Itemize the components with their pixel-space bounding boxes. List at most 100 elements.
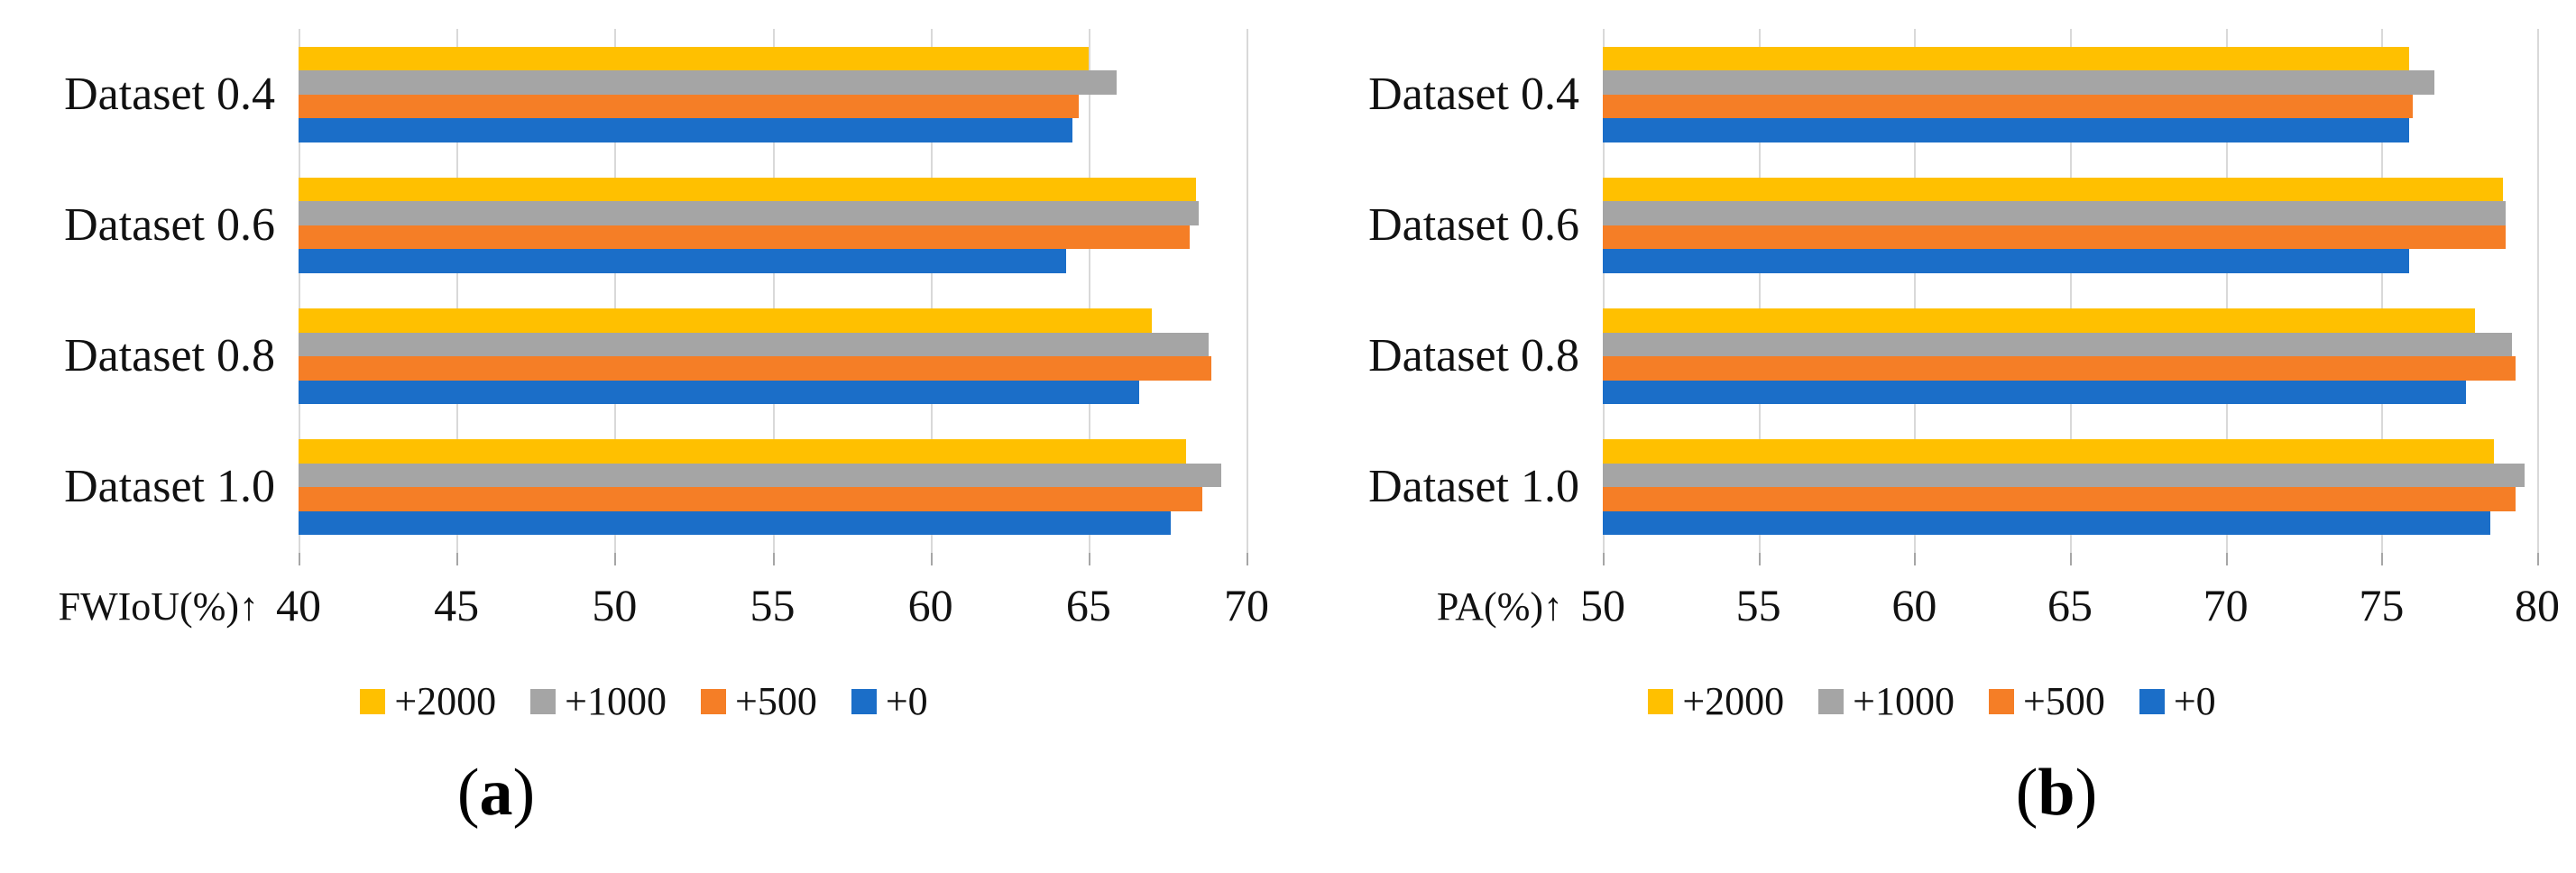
bar-dataset-0-4-500 xyxy=(1603,94,2413,119)
legend-label: +500 xyxy=(735,679,817,723)
x-tick-label-50: 50 xyxy=(1580,580,1625,630)
gridline xyxy=(2381,29,2384,553)
legend-item-0: +0 xyxy=(2139,682,2216,721)
legend-item-0: +0 xyxy=(851,682,928,721)
axis-tick-mark xyxy=(1603,553,1605,565)
legend-swatch-icon xyxy=(2139,689,2165,714)
bar-dataset-0-8-0 xyxy=(299,380,1139,405)
category-label-dataset-0-4: Dataset 0.4 xyxy=(1368,68,1579,120)
bar-dataset-0-6-2000 xyxy=(1603,177,2503,202)
bar-dataset-0-8-2000 xyxy=(299,308,1152,333)
bar-dataset-0-4-500 xyxy=(299,94,1080,119)
legend-swatch-icon xyxy=(851,689,877,714)
gridline xyxy=(456,29,459,553)
category-label-dataset-0-6: Dataset 0.6 xyxy=(1368,198,1579,251)
x-tick-label-70: 70 xyxy=(1224,580,1269,630)
bar-dataset-0-4-0 xyxy=(1603,118,2410,142)
legend-label: +2000 xyxy=(394,679,497,723)
bar-dataset-0-4-1000 xyxy=(1603,70,2435,95)
subfigure-caption-b: (b) xyxy=(2015,756,2098,830)
bar-dataset-1-0-1000 xyxy=(1603,463,2525,488)
axis-tick-mark xyxy=(2381,553,2384,565)
value-axis-title: FWIoU(%)↑ xyxy=(58,584,259,629)
x-tick-label-45: 45 xyxy=(434,580,480,630)
bar-dataset-1-0-2000 xyxy=(299,439,1187,464)
bar-dataset-0-8-0 xyxy=(1603,380,2466,405)
x-tick-label-55: 55 xyxy=(1735,580,1781,630)
bar-dataset-0-6-500 xyxy=(299,225,1190,250)
gridline xyxy=(614,29,617,553)
bar-dataset-0-4-2000 xyxy=(299,46,1089,71)
plot-area xyxy=(1603,29,2539,553)
axis-tick-mark xyxy=(614,553,617,565)
bar-dataset-1-0-0 xyxy=(1603,510,2491,536)
legend-item-500: +500 xyxy=(1989,682,2105,721)
axis-tick-mark xyxy=(1758,553,1761,565)
gridline xyxy=(1914,29,1917,553)
axis-tick-mark xyxy=(2225,553,2228,565)
bar-dataset-0-6-2000 xyxy=(299,177,1196,202)
x-tick-label-40: 40 xyxy=(276,580,321,630)
bar-dataset-0-8-2000 xyxy=(1603,308,2475,333)
legend-label: +0 xyxy=(885,679,928,723)
legend-swatch-icon xyxy=(1648,689,1674,714)
value-axis-line xyxy=(299,29,300,553)
legend: +2000 +1000 +500 +0 xyxy=(1288,682,2576,721)
legend-swatch-icon xyxy=(1989,689,2014,714)
legend-swatch-icon xyxy=(360,689,386,714)
legend-label: +0 xyxy=(2173,679,2216,723)
gridline xyxy=(2537,29,2539,553)
legend-swatch-icon xyxy=(530,689,557,714)
axis-tick-mark xyxy=(299,553,300,565)
legend-label: +1000 xyxy=(1853,679,1955,723)
bar-dataset-0-4-2000 xyxy=(1603,46,2410,71)
category-label-dataset-1-0: Dataset 1.0 xyxy=(64,461,275,513)
axis-tick-mark xyxy=(1914,553,1917,565)
legend-label: +500 xyxy=(2023,679,2105,723)
subfigure-caption-a: (a) xyxy=(456,756,536,830)
gridline xyxy=(1088,29,1090,553)
bar-dataset-0-8-500 xyxy=(1603,356,2516,381)
legend-item-2000: +2000 xyxy=(360,682,496,721)
x-tick-label-65: 65 xyxy=(1065,580,1111,630)
x-tick-label-55: 55 xyxy=(750,580,796,630)
gridline xyxy=(772,29,775,553)
legend-item-1000: +1000 xyxy=(530,682,667,721)
gridline xyxy=(2070,29,2072,553)
bar-dataset-1-0-0 xyxy=(299,510,1171,536)
bar-dataset-0-6-0 xyxy=(1603,249,2410,273)
x-tick-label-60: 60 xyxy=(1891,580,1937,630)
x-tick-label-65: 65 xyxy=(2047,580,2093,630)
legend: +2000 +1000 +500 +0 xyxy=(0,682,1288,721)
x-tick-label-75: 75 xyxy=(2359,580,2405,630)
gridline xyxy=(1758,29,1761,553)
bar-dataset-0-6-1000 xyxy=(299,201,1200,225)
chart-panel-b: 50 55 60 65 70 75 80 Dataset 0.4 Dataset 0.6 Data… xyxy=(1288,0,2576,873)
legend-label: +2000 xyxy=(1682,679,1785,723)
bar-dataset-1-0-500 xyxy=(299,487,1202,511)
gridline xyxy=(1247,29,1248,553)
axis-tick-mark xyxy=(456,553,459,565)
bar-dataset-0-6-0 xyxy=(299,249,1067,273)
bar-dataset-0-8-1000 xyxy=(1603,332,2513,357)
bar-dataset-0-6-500 xyxy=(1603,225,2507,250)
bar-dataset-0-8-500 xyxy=(299,356,1212,381)
gridline xyxy=(930,29,933,553)
category-label-dataset-1-0: Dataset 1.0 xyxy=(1368,461,1579,513)
category-label-dataset-0-6: Dataset 0.6 xyxy=(64,198,275,251)
value-axis-title: PA(%)↑ xyxy=(1436,584,1563,629)
category-label-dataset-0-4: Dataset 0.4 xyxy=(64,68,275,120)
legend-label: +1000 xyxy=(565,679,667,723)
bar-dataset-1-0-500 xyxy=(1603,487,2516,511)
axis-tick-mark xyxy=(1088,553,1090,565)
category-label-dataset-0-8: Dataset 0.8 xyxy=(64,330,275,382)
axis-tick-mark xyxy=(1247,553,1248,565)
axis-tick-mark xyxy=(2537,553,2539,565)
x-tick-label-50: 50 xyxy=(592,580,638,630)
gridline xyxy=(2225,29,2228,553)
axis-tick-mark xyxy=(772,553,775,565)
legend-item-500: +500 xyxy=(701,682,817,721)
bar-dataset-1-0-1000 xyxy=(299,463,1221,488)
legend-item-1000: +1000 xyxy=(1818,682,1955,721)
bar-dataset-0-8-1000 xyxy=(299,332,1209,357)
